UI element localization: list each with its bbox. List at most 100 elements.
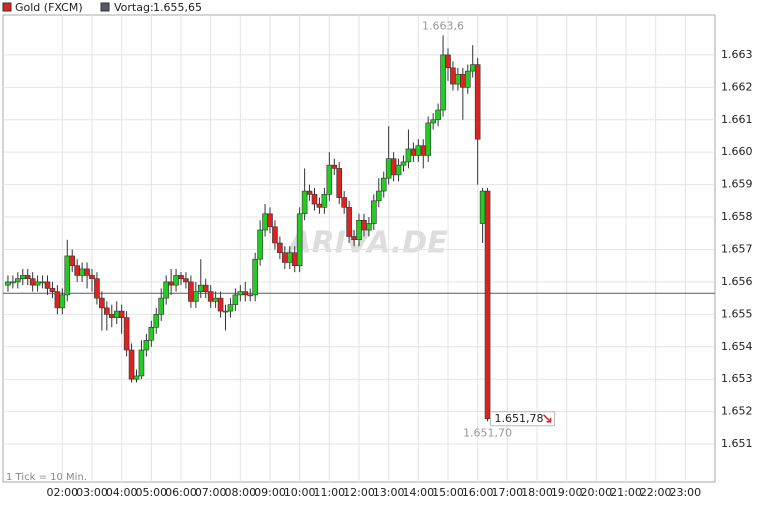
candle-body (257, 229, 263, 260)
last-price-box (490, 411, 556, 427)
x-tick-label: 23:00 (669, 486, 701, 499)
candle-body (366, 223, 372, 231)
y-tick-label: 1.657 (721, 242, 753, 255)
candle-body (479, 190, 486, 224)
candle-body (232, 294, 239, 305)
candle-body (34, 281, 41, 286)
candle-body (84, 268, 90, 276)
candle-body (5, 281, 11, 286)
candle-body (390, 158, 397, 176)
y-tick-label: 1.652 (721, 405, 753, 418)
candle-body (351, 236, 357, 241)
candle-body (158, 297, 165, 315)
x-tick-label: 06:00 (165, 486, 197, 499)
y-tick-label: 1.658 (721, 210, 753, 223)
candle-body (286, 252, 293, 263)
candle-body (242, 291, 249, 296)
candle-body (247, 294, 254, 297)
x-tick-label: 02:00 (46, 486, 78, 499)
candle-body (395, 164, 402, 176)
candle-body (415, 145, 422, 156)
candle-body (440, 54, 446, 111)
candle-body (178, 275, 184, 279)
candle-body (168, 281, 174, 286)
y-tick-label: 1.663 (721, 48, 753, 61)
candle-body (375, 190, 382, 202)
legend-value: 1.655,65 (153, 1, 202, 14)
candle-body (306, 190, 313, 195)
x-tick-label: 04:00 (106, 486, 138, 499)
x-tick-label: 12:00 (343, 486, 375, 499)
candle-body (227, 304, 234, 312)
x-tick-label: 18:00 (521, 486, 553, 499)
candle-body (64, 255, 71, 296)
candle-body (336, 168, 343, 198)
candle-body (44, 281, 51, 289)
x-tick-label: 03:00 (76, 486, 108, 499)
x-tick-label: 14:00 (402, 486, 434, 499)
candle-body (193, 291, 199, 302)
candle-body (222, 310, 229, 313)
candle-body (252, 258, 258, 296)
candle-body (237, 291, 244, 296)
candle-body (450, 67, 456, 85)
candle-body (262, 213, 268, 231)
candle-body (113, 310, 120, 318)
watermark: ARIVA.DE (286, 226, 448, 261)
candle-body (118, 310, 125, 318)
candle-body (267, 213, 273, 228)
candle-body (202, 284, 209, 292)
candle-body (212, 297, 219, 302)
candle-body (188, 281, 194, 302)
x-tick-label: 13:00 (373, 486, 405, 499)
candle-body (326, 164, 333, 195)
candle-body (460, 74, 466, 88)
candle-body (455, 74, 461, 85)
x-tick-label: 17:00 (491, 486, 523, 499)
candle-body (217, 297, 224, 312)
x-tick-label: 16:00 (462, 486, 494, 499)
candle-body (128, 349, 135, 380)
candle-body (10, 281, 16, 284)
candle-body (346, 207, 352, 237)
x-tick-label: 21:00 (610, 486, 642, 499)
candle-body (371, 200, 377, 224)
candle-body (484, 190, 491, 420)
y-tick-label: 1.655 (721, 307, 753, 320)
candle-body (183, 278, 189, 283)
candle-body (385, 158, 392, 179)
candle-body (356, 219, 362, 241)
y-tick-label: 1.661 (721, 113, 753, 126)
legend-swatch (2, 2, 12, 12)
candle-body (425, 122, 432, 156)
candle-body (410, 148, 417, 156)
candle-body (94, 278, 100, 299)
candle-body (29, 278, 36, 286)
candle-body (464, 70, 471, 88)
y-tick-label: 1.656 (721, 275, 753, 288)
candle-body (15, 278, 21, 283)
candle-body (296, 213, 303, 266)
candle-body (197, 284, 204, 292)
candle-body (291, 252, 298, 266)
x-tick-label: 08:00 (224, 486, 256, 499)
y-tick-label: 1.660 (721, 145, 753, 158)
y-tick-label: 1.653 (721, 372, 753, 385)
candle-body (420, 145, 427, 156)
y-tick-label: 1.654 (721, 340, 753, 353)
y-tick-label: 1.651 (721, 437, 753, 450)
candle-body (163, 281, 169, 299)
x-tick-label: 22:00 (640, 486, 672, 499)
candle-body (89, 275, 95, 279)
candle-body (430, 119, 436, 124)
candle-body (331, 164, 338, 169)
x-tick-label: 20:00 (580, 486, 612, 499)
y-tick-label: 1.659 (721, 178, 753, 191)
candle-body (282, 252, 288, 263)
legend-swatch (100, 2, 110, 12)
candle-body (69, 255, 76, 266)
candle-body (445, 54, 451, 69)
x-tick-label: 09:00 (254, 486, 286, 499)
candle-body (311, 194, 318, 205)
